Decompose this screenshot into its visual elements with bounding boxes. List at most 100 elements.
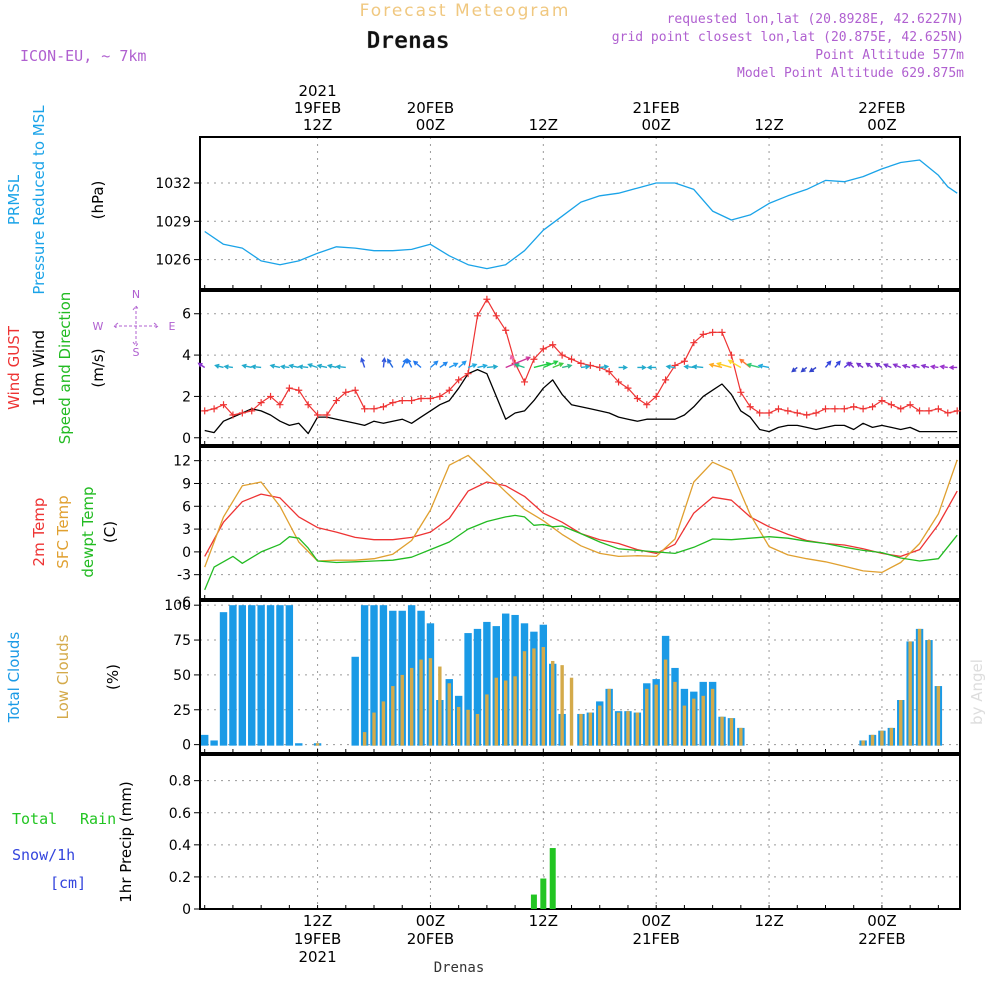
wind-direction-arrow	[412, 360, 422, 369]
y-tick-label: 3	[182, 522, 191, 538]
total-cloud-bar	[201, 734, 209, 746]
wind-direction-arrow	[665, 364, 676, 370]
wind-direction-arrow	[800, 366, 808, 373]
y-tick-label: -3	[177, 568, 191, 584]
top-time-label: 12Z	[303, 116, 332, 134]
wind-gust-marker	[379, 403, 387, 411]
y-tick-label: 6	[182, 499, 191, 515]
panel-frame	[199, 290, 961, 446]
top-time-label: 19FEB	[294, 99, 341, 117]
low-cloud-bar	[889, 727, 894, 746]
top-time-label: 12Z	[754, 116, 783, 134]
legend-rain: Rain	[80, 810, 116, 828]
wind-gust-marker	[539, 345, 547, 353]
low-cloud-bar	[456, 706, 461, 746]
compass-north: N	[132, 288, 140, 301]
y-tick-label: 1029	[155, 214, 191, 230]
rain-bar	[549, 848, 556, 909]
total-cloud-bar	[238, 605, 247, 746]
low-cloud-bar	[710, 688, 715, 746]
low-cloud-bar	[739, 727, 743, 746]
wind-panel: 0 2 4 6 Wind GUST 10m Wind Speed and Direction…	[5, 288, 961, 447]
total-cloud-bar	[295, 743, 303, 746]
wind-gust-marker	[746, 403, 754, 411]
wind-direction-arrow	[307, 363, 318, 369]
wind-gust-marker	[859, 405, 867, 413]
wind-gust-marker	[906, 401, 914, 409]
wind-gust-marker	[568, 355, 576, 363]
bottom-time-label: 00Z	[642, 912, 671, 930]
y-tick-label: 75	[173, 633, 191, 649]
point-altitude: Point Altitude 577m	[815, 48, 964, 63]
compass-east: E	[169, 320, 176, 333]
wind-direction-arrow	[882, 363, 892, 369]
low-cloud-bar	[438, 666, 442, 746]
wind-direction-arrow	[439, 361, 449, 369]
wind-gust-marker	[690, 339, 698, 347]
wind-gust-marker	[850, 403, 858, 411]
pressure-panel: 1026 1029 1032 PRMSL Pressure Reduced to MSL…	[5, 105, 961, 295]
wind-gust-marker	[351, 386, 359, 394]
wind-direction-arrow	[381, 357, 387, 368]
wind-direction-arrow	[892, 363, 902, 369]
low-cloud-bar	[663, 659, 668, 746]
total-cloud-bar	[351, 656, 359, 746]
wind-direction-arrow	[467, 363, 478, 369]
low-cloud-bar	[391, 686, 395, 746]
total-cloud-bar	[285, 605, 294, 746]
wind-gust-marker	[248, 407, 256, 415]
wind-gust-marker	[680, 357, 688, 365]
y-tick-label: 50	[173, 668, 191, 684]
low-cloud-bar	[936, 686, 941, 746]
panel-label: dewpt Temp	[79, 486, 97, 577]
panel-frame	[199, 600, 961, 754]
bottom-time-label: 19FEB	[294, 930, 341, 948]
low-cloud-bar	[588, 712, 593, 746]
wind-gust-marker	[662, 376, 670, 384]
wind-direction-arrow	[458, 360, 467, 369]
top-time-label: 20FEB	[407, 99, 454, 117]
wind-direction-arrow	[505, 356, 532, 369]
wind-gust-marker	[492, 312, 500, 320]
low-cloud-bar	[560, 665, 564, 746]
bottom-time-label: 00Z	[867, 912, 896, 930]
compass-rose	[113, 305, 159, 347]
wind-gust-marker	[840, 405, 848, 413]
low-cloud-bar	[626, 711, 630, 746]
wind-direction-arrow	[486, 364, 499, 370]
wind-direction-arrow	[929, 364, 939, 370]
wind-direction-arrow	[297, 364, 309, 370]
wind-direction-arrow	[865, 362, 873, 369]
wind-direction-arrow	[824, 360, 832, 368]
wind-gust-marker	[812, 409, 820, 417]
wind-direction-arrow	[874, 362, 883, 369]
wind-gust-marker	[436, 392, 444, 400]
wind-direction-arrow	[757, 363, 770, 369]
top-time-label: 00Z	[867, 116, 896, 134]
wind-direction-arrow	[316, 363, 328, 369]
closest-coords: grid point closest lon,lat (20.875E, 42.…	[612, 30, 964, 45]
wind-gust-marker	[314, 411, 322, 419]
y-tick-label: 0.4	[169, 838, 191, 854]
wind-gust-marker	[718, 328, 726, 336]
low-cloud-bar	[917, 628, 922, 746]
wind-direction-arrow	[401, 358, 408, 368]
wind-gust-marker	[887, 401, 895, 409]
low-cloud-bar	[607, 688, 611, 746]
y-tick-label: 0.2	[169, 870, 191, 886]
wind-gust-marker	[869, 403, 877, 411]
wind-direction-arrow	[552, 362, 565, 369]
compass-south: S	[133, 346, 140, 359]
panel-label: (m/s)	[89, 348, 107, 387]
wind-gust-marker	[878, 397, 886, 405]
panel-label: (hPa)	[89, 181, 107, 220]
wind-gust-marker	[671, 361, 679, 369]
total-cloud-bar	[229, 605, 237, 746]
wind-gust-marker	[953, 407, 961, 415]
wind-direction-arrow	[214, 363, 224, 369]
bottom-time-label: 00Z	[416, 912, 445, 930]
wind-gust-marker	[370, 405, 378, 413]
wind-gust-marker	[220, 401, 228, 409]
sfc-line	[204, 454, 958, 574]
